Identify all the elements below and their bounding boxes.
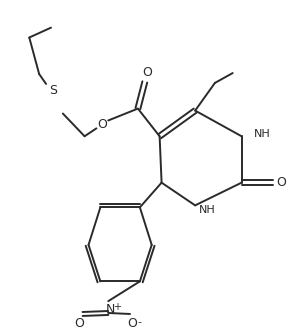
Text: NH: NH (199, 205, 216, 215)
Text: O: O (276, 176, 286, 189)
Text: O: O (97, 118, 107, 131)
Text: S: S (49, 84, 57, 97)
Text: O: O (75, 317, 85, 330)
Text: NH: NH (253, 129, 270, 139)
Text: O: O (142, 66, 152, 78)
Text: +: + (113, 302, 121, 312)
Text: -: - (138, 317, 142, 327)
Text: O: O (127, 317, 137, 330)
Text: N: N (106, 303, 115, 315)
